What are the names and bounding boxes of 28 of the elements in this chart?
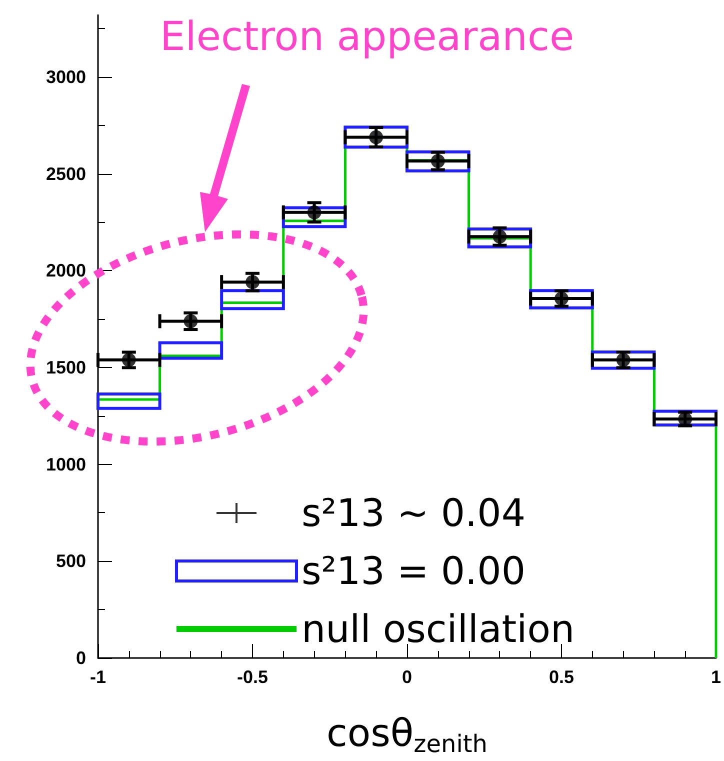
y-tick-label: 1000 [46, 454, 86, 474]
bar [158, 341, 224, 360]
point [554, 292, 568, 306]
y-tick-label: 0 [76, 648, 86, 668]
y-tick-label: 2500 [46, 164, 86, 184]
annotation: Electron appearance [160, 14, 574, 60]
y-tick-label: 1500 [46, 357, 86, 378]
x-tick-label: -1 [90, 667, 106, 687]
point [307, 205, 322, 220]
legend-label: s²13 ~ 0.04 [302, 491, 526, 535]
point [616, 352, 630, 367]
y-tick-label: 3000 [46, 66, 86, 87]
y-tick-label: 500 [56, 551, 86, 572]
x-tick-label: 0.5 [548, 667, 574, 687]
x-tick-label: -0.5 [236, 667, 268, 687]
bar [220, 289, 285, 310]
point [246, 275, 260, 290]
point [492, 230, 507, 244]
legend-label: s²13 = 0.00 [302, 549, 526, 593]
x-tick-label: 1 [710, 667, 721, 687]
legend-label: null oscillation [302, 607, 575, 651]
point [369, 130, 384, 144]
point [184, 314, 198, 328]
bar [96, 392, 162, 410]
x-tick-label: 0 [402, 667, 412, 687]
point [122, 352, 136, 367]
y-tick-label: 2000 [46, 260, 86, 281]
point [430, 154, 445, 168]
